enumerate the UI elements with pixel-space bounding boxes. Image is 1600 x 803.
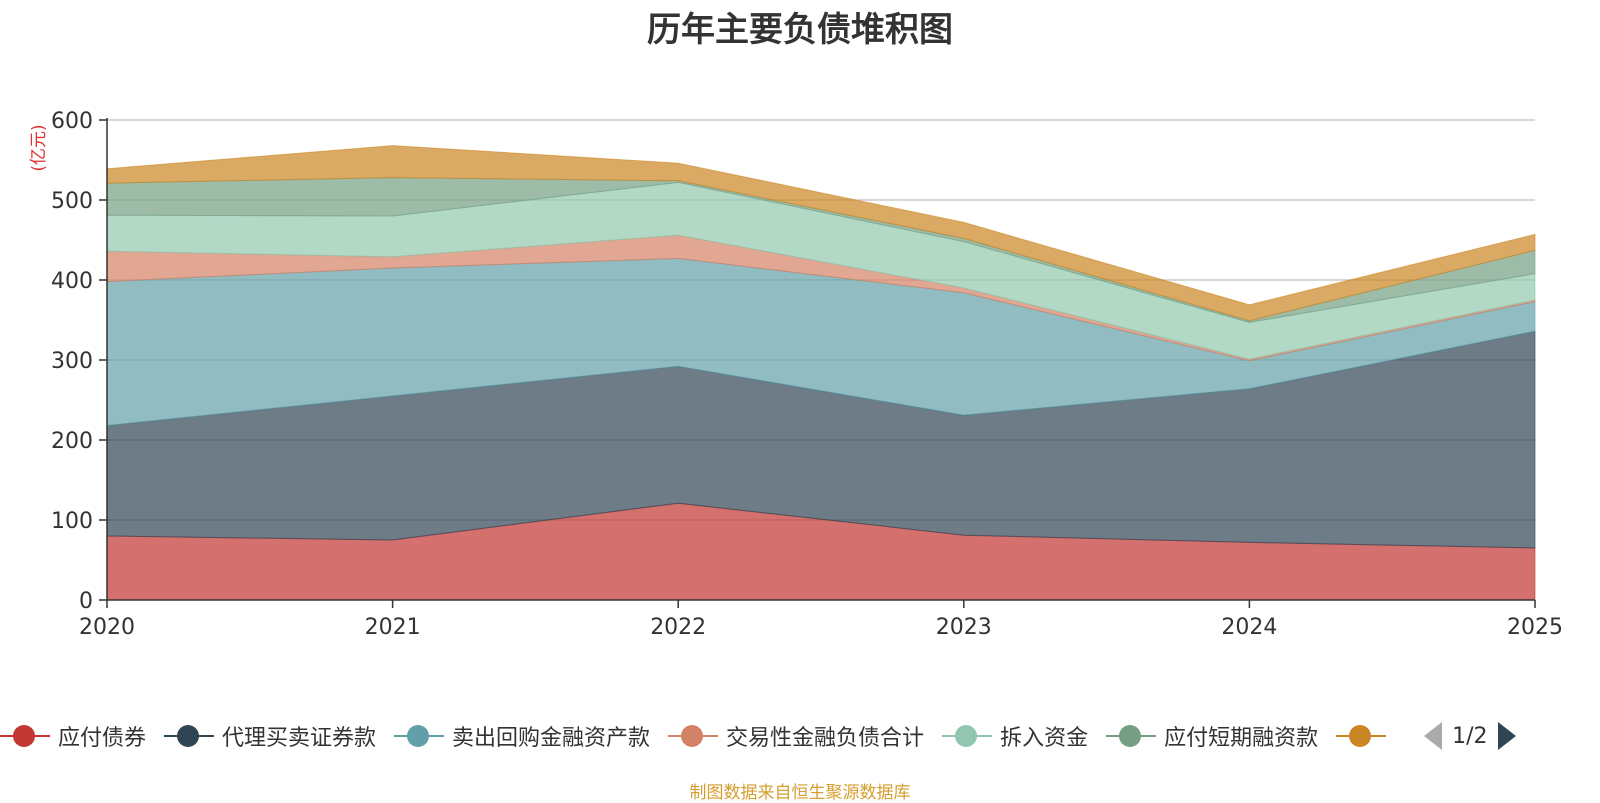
legend-marker-icon — [1106, 724, 1157, 748]
legend-item-4[interactable]: 交易性金融负债合计 — [668, 720, 924, 752]
legend-item-3[interactable]: 卖出回购金融资产款 — [394, 720, 650, 752]
x-tick-label: 2023 — [936, 615, 992, 640]
axes: 0 100 200 300 400 500 600 2020 2021 2022 2023 2024 2… — [51, 109, 1563, 640]
x-tick-label: 2025 — [1507, 615, 1563, 640]
x-tick-label: 2021 — [365, 615, 421, 640]
legend-label: 交易性金融负债合计 — [726, 726, 925, 751]
y-tick-label: 500 — [51, 189, 93, 214]
legend-pager: 1/2 — [1424, 722, 1516, 750]
legend-marker-icon — [1336, 724, 1387, 748]
legend-marker-icon — [164, 724, 215, 748]
legend-label: 应付短期融资款 — [1164, 726, 1319, 751]
legend: 应付债券 代理买卖证券款 卖出回购金融资产款 交易性金融负债合计 拆入资金 应付短期融资款… — [0, 716, 1600, 756]
legend-item-1[interactable]: 应付债券 — [0, 720, 146, 752]
legend-marker-icon — [668, 724, 719, 748]
legend-marker-icon — [942, 724, 993, 748]
legend-item-5[interactable]: 拆入资金 — [942, 720, 1088, 752]
y-tick-label: 400 — [51, 269, 93, 294]
legend-next-page-icon[interactable] — [1497, 722, 1516, 750]
x-tick-label: 2020 — [79, 615, 135, 640]
y-tick-label: 200 — [51, 429, 93, 454]
legend-marker-icon — [0, 724, 50, 748]
legend-item-6[interactable]: 应付短期融资款 — [1106, 720, 1318, 752]
y-tick-label: 300 — [51, 349, 93, 374]
legend-label: 代理买卖证券款 — [222, 726, 377, 751]
x-tick-label: 2022 — [650, 615, 706, 640]
legend-page-indicator: 1/2 — [1452, 723, 1488, 749]
chart-title: 历年主要负债堆积图 — [647, 10, 953, 50]
legend-item-2[interactable]: 代理买卖证券款 — [164, 720, 376, 752]
x-tick-label: 2024 — [1221, 615, 1277, 640]
legend-prev-page-icon[interactable] — [1424, 722, 1443, 750]
legend-label: 拆入资金 — [1000, 726, 1089, 751]
legend-label: 应付债券 — [58, 726, 147, 751]
legend-item-7[interactable] — [1336, 724, 1394, 748]
y-tick-label: 600 — [51, 109, 93, 134]
chart-plot: 0 100 200 300 400 500 600 2020 2021 2022 2023 2024 2… — [29, 109, 1563, 640]
data-source-note: 制图数据来自恒生聚源数据库 — [689, 783, 911, 803]
legend-marker-icon — [394, 724, 445, 748]
legend-label: 卖出回购金融资产款 — [452, 726, 651, 751]
y-tick-label: 100 — [51, 509, 93, 534]
y-tick-label: 0 — [79, 589, 93, 614]
area-series-7[interactable] — [106, 145, 1536, 322]
y-axis-unit-label: (亿元) — [29, 124, 49, 171]
area-series — [106, 145, 1536, 601]
